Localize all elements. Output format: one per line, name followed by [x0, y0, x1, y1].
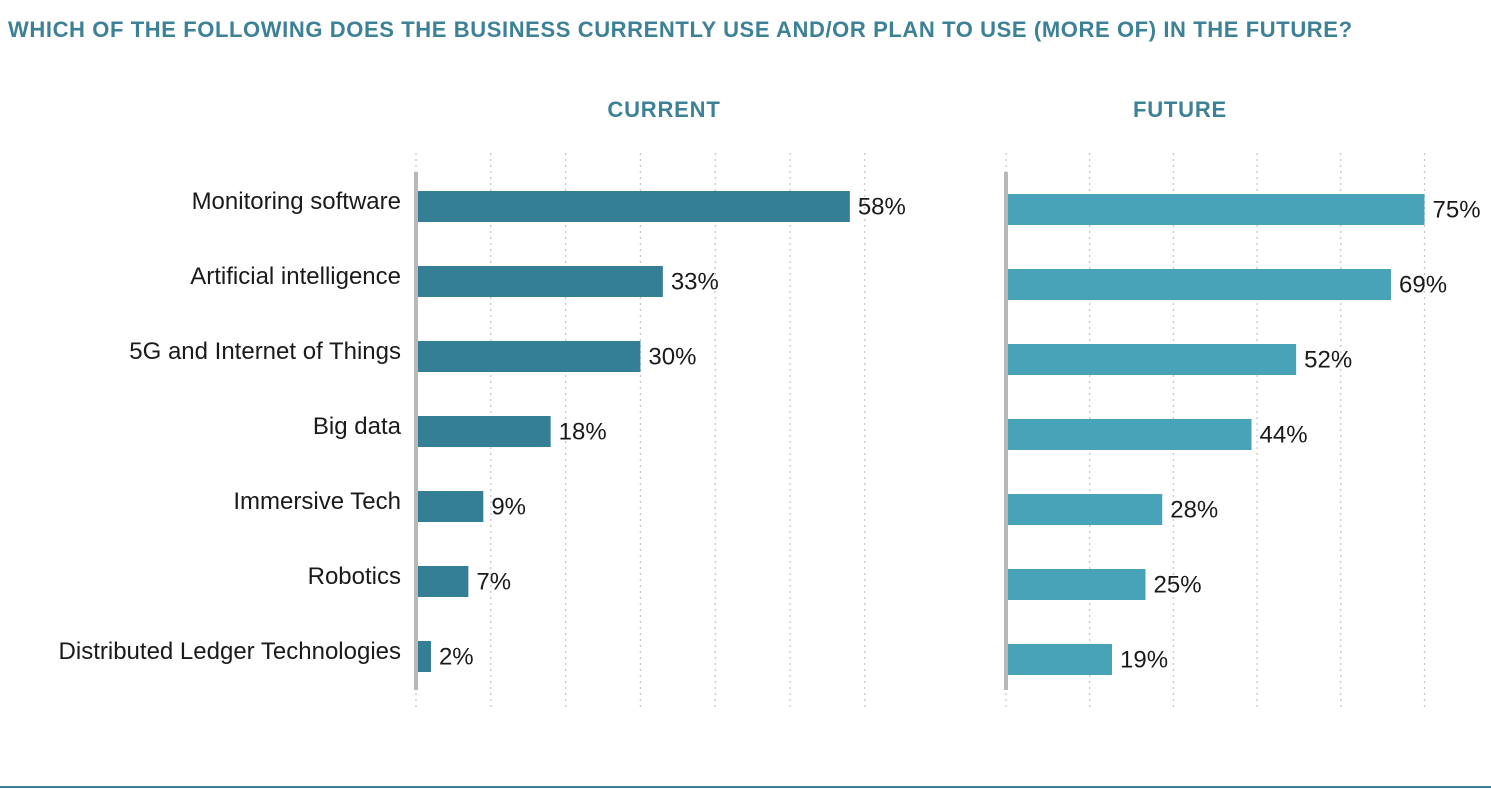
future-panel-title: FUTURE [1132, 97, 1228, 122]
future-value-label: 28% [1170, 497, 1218, 524]
current-value-label: 7% [476, 569, 511, 596]
future-bar [1006, 494, 1163, 525]
future-value-label: 69% [1399, 272, 1447, 299]
current-value-label: 30% [648, 344, 696, 371]
current-bar [416, 566, 469, 597]
future-bar [1006, 569, 1146, 600]
current-value-label: 33% [671, 269, 719, 296]
current-bar [416, 641, 431, 672]
current-panel-title: CURRENT [607, 97, 721, 122]
current-value-label: 58% [858, 194, 906, 221]
future-value-label: 19% [1120, 647, 1168, 674]
future-bar [1006, 194, 1425, 225]
current-bar [416, 191, 850, 222]
future-bar [1006, 269, 1392, 300]
current-bar [416, 341, 641, 372]
future-value-label: 44% [1260, 422, 1308, 449]
category-label: Artificial intelligence [190, 263, 401, 290]
current-value-label: 18% [559, 419, 607, 446]
current-bar [416, 416, 551, 447]
current-value-label: 2% [439, 644, 474, 671]
bottom-rule [0, 786, 1491, 788]
category-label: Immersive Tech [233, 488, 401, 515]
category-label: 5G and Internet of Things [129, 338, 401, 365]
category-label: Big data [312, 413, 401, 440]
current-bar [416, 491, 484, 522]
category-label: Monitoring software [191, 188, 401, 215]
future-value-label: 52% [1304, 347, 1352, 374]
future-bar [1006, 419, 1252, 450]
category-label: Distributed Ledger Technologies [58, 638, 401, 665]
future-value-label: 75% [1433, 197, 1481, 224]
category-label: Robotics [307, 563, 401, 590]
future-bar [1006, 344, 1297, 375]
future-value-label: 25% [1154, 572, 1202, 599]
current-bar [416, 266, 663, 297]
chart-title: WHICH OF THE FOLLOWING DOES THE BUSINESS… [8, 17, 1353, 42]
future-bar [1006, 644, 1113, 675]
current-value-label: 9% [491, 494, 526, 521]
